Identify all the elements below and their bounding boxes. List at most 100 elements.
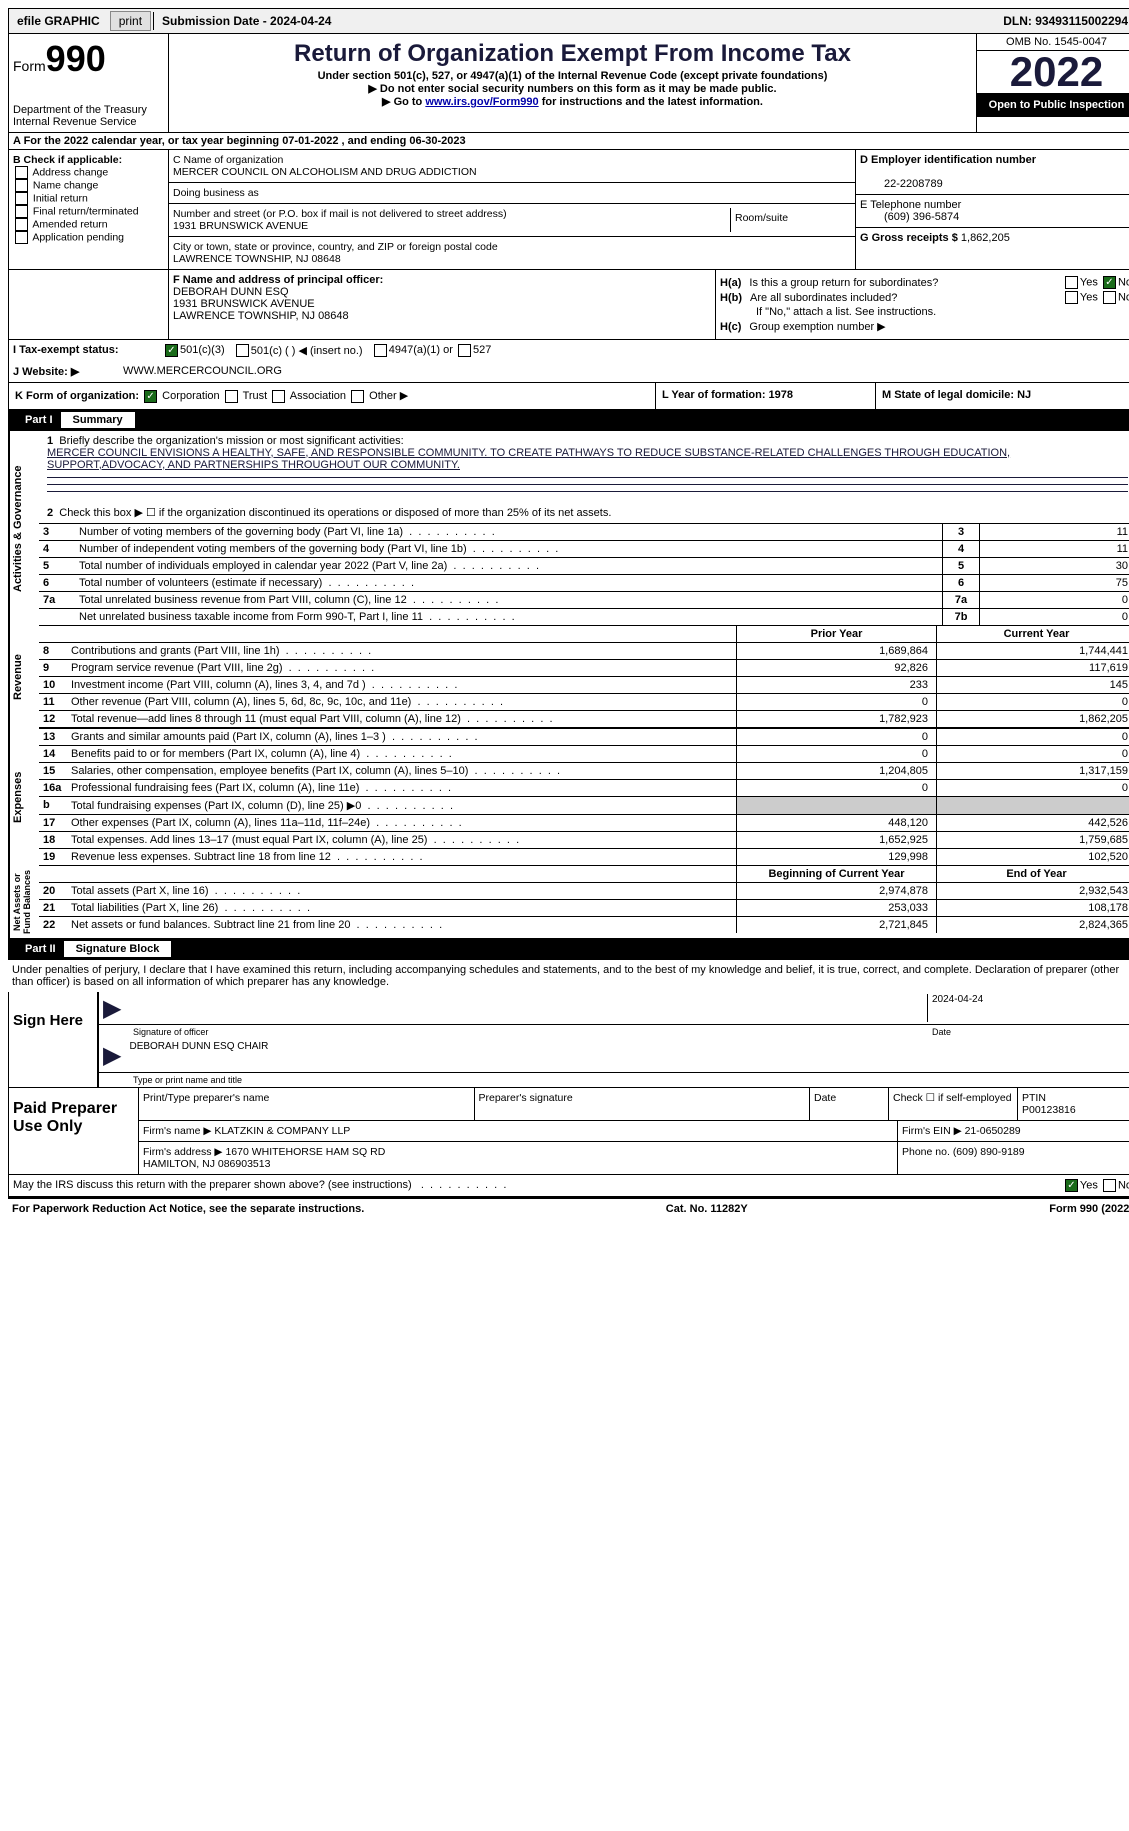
year-row: 11Other revenue (Part VIII, column (A), … (39, 693, 1129, 710)
check-name[interactable] (15, 179, 28, 192)
opt-501c3: 501(c)(3) (180, 344, 225, 357)
room-label: Room/suite (735, 212, 788, 224)
hb-yes[interactable] (1065, 291, 1078, 304)
501c-check[interactable] (236, 344, 249, 357)
year-row: 9Program service revenue (Part VIII, lin… (39, 659, 1129, 676)
summary-row: 3Number of voting members of the governi… (39, 523, 1129, 540)
f-label: F Name and address of principal officer: (173, 274, 383, 286)
ha-no[interactable] (1103, 276, 1116, 289)
top-bar: efile GRAPHIC print Submission Date - 20… (8, 8, 1129, 34)
501c3-check[interactable] (165, 344, 178, 357)
ha-text: Is this a group return for subordinates? (749, 277, 938, 289)
line2: Check this box ▶ ☐ if the organization d… (59, 507, 611, 519)
section-b: B Check if applicable: Address change Na… (8, 150, 1129, 270)
hb-text: Are all subordinates included? (750, 292, 897, 304)
firm-ein: 21-0650289 (965, 1125, 1021, 1137)
ha-yes[interactable] (1065, 276, 1078, 289)
summary-row: 4Number of independent voting members of… (39, 540, 1129, 557)
trust-check[interactable] (225, 390, 238, 403)
mission-text: MERCER COUNCIL ENVISIONS A HEALTHY, SAFE… (47, 447, 1010, 471)
arrow-icon-2: ▶ (103, 1041, 121, 1070)
na-cy-header: End of Year (936, 866, 1129, 882)
year-row: 20Total assets (Part X, line 16)2,974,87… (39, 882, 1129, 899)
prep-h5: PTIN (1022, 1092, 1046, 1104)
other-check[interactable] (351, 390, 364, 403)
city-label: City or town, state or province, country… (173, 241, 498, 253)
year-row: 16aProfessional fundraising fees (Part I… (39, 779, 1129, 796)
check-label-4: Amended return (32, 218, 107, 230)
discuss-row: May the IRS discuss this return with the… (8, 1175, 1129, 1197)
hb-no[interactable] (1103, 291, 1116, 304)
opt-501c: 501(c) ( ) ◀ (insert no.) (251, 344, 363, 357)
b-label: B Check if applicable: (13, 154, 122, 166)
firm-label: Firm's name ▶ (143, 1125, 211, 1137)
check-amended[interactable] (15, 218, 28, 231)
year-row: 17Other expenses (Part IX, column (A), l… (39, 814, 1129, 831)
vert-revenue: Revenue (9, 626, 39, 728)
discuss-no[interactable] (1103, 1179, 1116, 1192)
hb-label: H(b) (720, 292, 742, 304)
note1: ▶ Do not enter social security numbers o… (173, 82, 972, 95)
check-initial[interactable] (15, 192, 28, 205)
cy-header: Current Year (936, 626, 1129, 642)
dba-label: Doing business as (173, 187, 259, 199)
year-row: 8Contributions and grants (Part VIII, li… (39, 642, 1129, 659)
year-row: 18Total expenses. Add lines 13–17 (must … (39, 831, 1129, 848)
discuss-yes[interactable] (1065, 1179, 1078, 1192)
form-prefix: Form (13, 58, 46, 74)
opt-assoc: Association (290, 390, 346, 402)
opt-4947: 4947(a)(1) or (389, 344, 453, 357)
prep-label: Paid Preparer Use Only (9, 1088, 139, 1174)
opt-other: Other ▶ (369, 390, 408, 402)
part1-title: Summary (61, 412, 135, 428)
part1-num: Part I (17, 412, 61, 428)
preparer-block: Paid Preparer Use Only Print/Type prepar… (8, 1088, 1129, 1175)
form-number: Form990 (13, 38, 164, 80)
527-check[interactable] (458, 344, 471, 357)
street-label: Number and street (or P.O. box if mail i… (173, 208, 507, 220)
check-pending[interactable] (15, 231, 28, 244)
assoc-check[interactable] (272, 390, 285, 403)
year-row: bTotal fundraising expenses (Part IX, co… (39, 796, 1129, 814)
na-py-header: Beginning of Current Year (736, 866, 936, 882)
check-label-1: Name change (33, 179, 98, 191)
submission-date: Submission Date - 2024-04-24 (153, 12, 339, 30)
check-address[interactable] (15, 166, 28, 179)
c-name-label: C Name of organization (173, 154, 283, 166)
row-k: K Form of organization: Corporation Trus… (8, 383, 1129, 410)
row-a-text: A For the 2022 calendar year, or tax yea… (13, 135, 466, 147)
state-domicile: M State of legal domicile: NJ (882, 389, 1031, 401)
gross-receipts: 1,862,205 (961, 232, 1010, 244)
part2-num: Part II (17, 941, 64, 957)
ptin: P00123816 (1022, 1104, 1076, 1116)
footer: For Paperwork Reduction Act Notice, see … (8, 1197, 1129, 1219)
year-row: 19Revenue less expenses. Subtract line 1… (39, 848, 1129, 865)
year-row: 21Total liabilities (Part X, line 26)253… (39, 899, 1129, 916)
k-label: K Form of organization: (15, 390, 139, 402)
mission-label: Briefly describe the organization's miss… (59, 435, 403, 447)
arrow-icon: ▶ (103, 994, 121, 1022)
check-final[interactable] (15, 205, 28, 218)
sign-here-label: Sign Here (9, 992, 99, 1087)
year-row: 10Investment income (Part VIII, column (… (39, 676, 1129, 693)
row-j: J Website: ▶ WWW.MERCERCOUNCIL.ORG (8, 361, 1129, 383)
summary-row: 5Total number of individuals employed in… (39, 557, 1129, 574)
officer-addr1: 1931 BRUNSWICK AVENUE (173, 298, 315, 310)
form-title: Return of Organization Exempt From Incom… (173, 40, 972, 68)
print-button[interactable]: print (110, 11, 151, 31)
hb-note: If "No," attach a list. See instructions… (720, 306, 1129, 318)
form-num: 990 (46, 38, 106, 79)
ein-label: Firm's EIN ▶ (902, 1125, 962, 1137)
irs-link[interactable]: www.irs.gov/Form990 (425, 96, 538, 108)
prep-h1: Print/Type preparer's name (139, 1088, 475, 1120)
firm-phone: (609) 890-9189 (953, 1146, 1025, 1158)
row-a: A For the 2022 calendar year, or tax yea… (8, 133, 1129, 150)
year-row: 15Salaries, other compensation, employee… (39, 762, 1129, 779)
website: WWW.MERCERCOUNCIL.ORG (123, 365, 282, 378)
corp-check[interactable] (144, 390, 157, 403)
i-label: I Tax-exempt status: (13, 344, 163, 357)
signer-name: DEBORAH DUNN ESQ CHAIR (129, 1041, 268, 1070)
dln: DLN: 93493115002294 (995, 12, 1129, 30)
4947-check[interactable] (374, 344, 387, 357)
note2: ▶ Go to www.irs.gov/Form990 for instruct… (173, 95, 972, 108)
